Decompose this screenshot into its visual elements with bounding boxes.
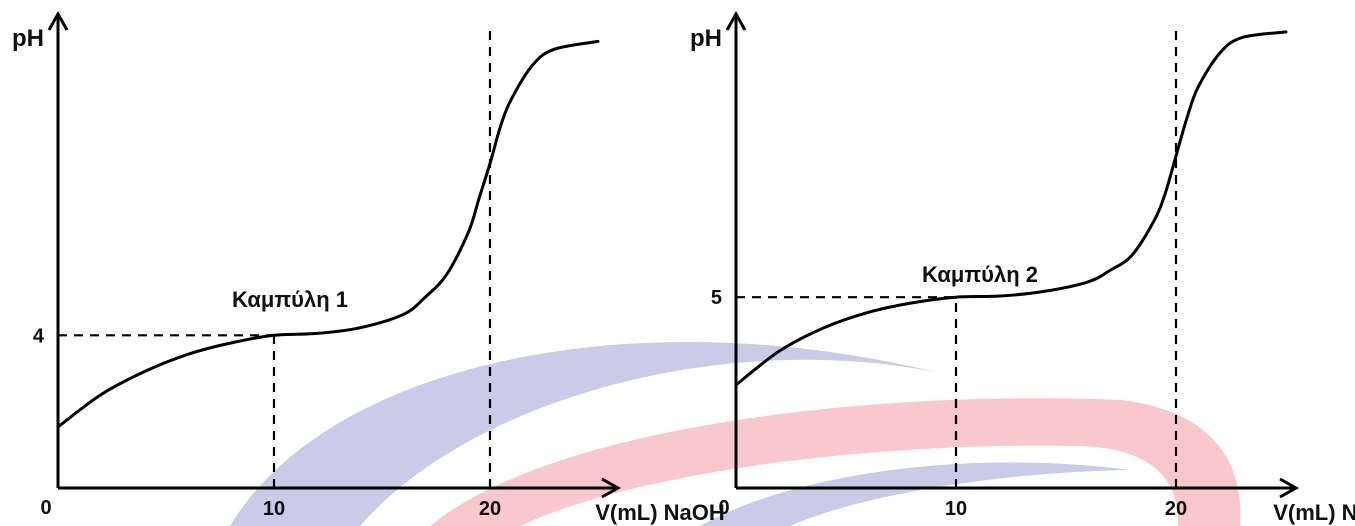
y-tick-label: 4 xyxy=(33,325,45,347)
x-axis-label-2: V(mL) NaOH xyxy=(1273,500,1355,525)
x-axis-label-1: V(mL) NaOH xyxy=(595,500,725,525)
guide-lines-1 xyxy=(58,30,492,488)
y-tick-labels-1: 4 xyxy=(33,325,45,347)
axes-2 xyxy=(725,10,1300,499)
origin-label-2: 0 xyxy=(718,497,729,519)
titration-curve-1 xyxy=(56,39,600,429)
y-axis-arrowhead xyxy=(725,10,747,31)
y-axis-label-2: pH xyxy=(690,25,722,52)
axes-1 xyxy=(47,10,622,499)
y-axis-arrowhead xyxy=(47,10,69,31)
curve-annotation-1: Καμπύλη 1 xyxy=(232,287,348,312)
titration-curve-chart-2: pH V(mL) NaOH 0 Καμπύλη 2 10 20 5 xyxy=(690,10,1355,525)
watermark-swooshes xyxy=(230,341,1241,526)
x-tick-labels-2: 10 20 xyxy=(945,498,1187,520)
watermark-blue-arc-small xyxy=(700,462,1130,526)
x-tick-label: 10 xyxy=(263,498,285,520)
x-tick-label: 20 xyxy=(479,498,501,520)
y-tick-labels-2: 5 xyxy=(711,287,722,309)
x-tick-labels-1: 10 20 xyxy=(263,498,501,520)
y-tick-label: 5 xyxy=(711,287,722,309)
titration-curve-2 xyxy=(734,30,1288,387)
guide-lines-2 xyxy=(736,30,1178,488)
watermark-blue-arc xyxy=(230,341,935,526)
x-axis-arrowhead xyxy=(1279,477,1300,499)
x-tick-label: 10 xyxy=(945,498,967,520)
watermark-red-arc xyxy=(430,398,1241,526)
y-axis-label-1: pH xyxy=(12,25,44,52)
x-tick-label: 20 xyxy=(1165,498,1187,520)
curve-annotation-2: Καμπύλη 2 xyxy=(922,262,1038,287)
titration-curve-chart-1: pH V(mL) NaOH 0 Καμπύλη 1 10 20 4 xyxy=(12,10,725,525)
origin-label-1: 0 xyxy=(40,497,51,519)
x-axis-arrowhead xyxy=(601,477,622,499)
